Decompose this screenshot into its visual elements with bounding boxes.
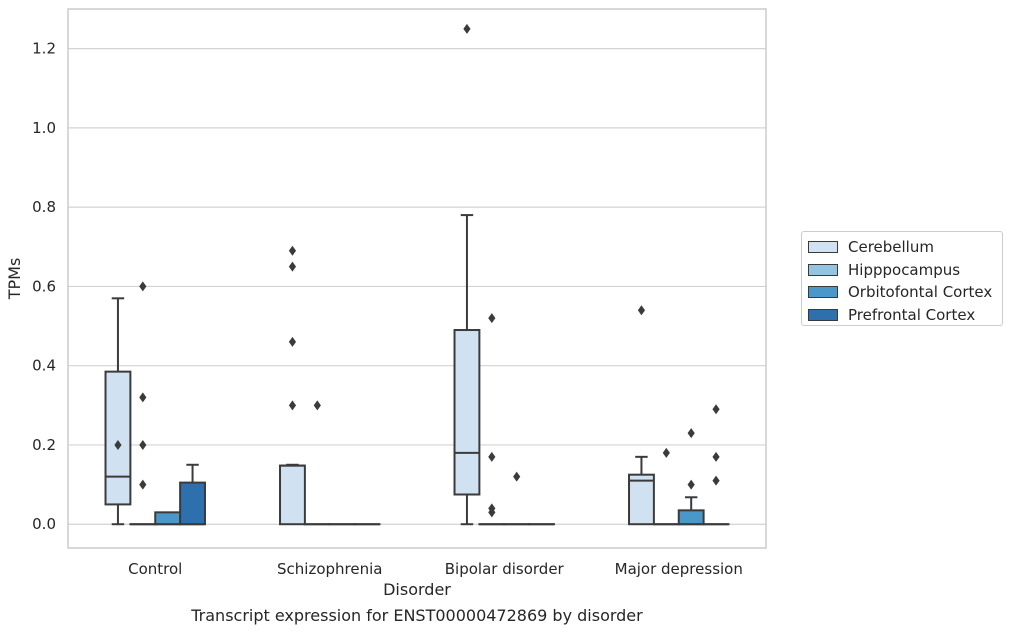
y-tick-label: 0.8 (32, 198, 56, 216)
legend-swatch (808, 286, 838, 299)
y-tick-label: 0.4 (32, 357, 56, 375)
y-tick-label: 1.2 (32, 40, 56, 58)
box-orbitofontal-cortex (677, 496, 705, 526)
legend-label: Prefrontal Cortex (848, 305, 976, 324)
outlier-point (712, 451, 720, 462)
legend-swatch (808, 263, 838, 276)
box-iqr (104, 370, 132, 506)
box-iqr (154, 511, 182, 526)
outlier-point (712, 404, 720, 415)
y-tick-label: 1.0 (32, 119, 56, 137)
box-iqr (279, 464, 306, 526)
box-iqr (677, 509, 705, 526)
box-cerebellum (104, 297, 132, 526)
box-prefrontal-cortex (179, 463, 206, 526)
x-tick-label: Bipolar disorder (445, 560, 565, 578)
outlier-point (139, 392, 147, 403)
outlier-point (488, 507, 496, 518)
legend-label: Cerebellum (848, 238, 934, 257)
legend: Cerebellum Hipppocampus Orbitofontal Corte… (801, 231, 1003, 326)
outlier-point (139, 281, 147, 292)
legend-label: Hipppocampus (848, 260, 961, 279)
legend-label: Orbitofontal Cortex (848, 283, 993, 302)
box-cerebellum (453, 214, 481, 526)
box-orbitofontal-cortex (154, 511, 182, 526)
outlier-point (288, 245, 297, 256)
outlier-point (513, 471, 521, 482)
legend-item: Cerebellum (808, 236, 1002, 259)
box-iqr (179, 481, 206, 526)
legend-swatch (808, 241, 838, 254)
outlier-point (288, 336, 297, 347)
y-tick-label: 0.2 (32, 436, 56, 454)
outlier-point (637, 305, 646, 316)
box-cerebellum (628, 455, 655, 526)
legend-item: Orbitofontal Cortex (808, 281, 1002, 304)
legend-swatch (808, 308, 838, 321)
outlier-point (313, 400, 321, 411)
box-plot-chart: 0.0 0.2 0.4 0.6 0.8 1.0 1.2 Control Schizophren… (5, 8, 767, 599)
y-tick-labels: 0.0 0.2 0.4 0.6 0.8 1.0 1.2 (32, 40, 56, 534)
outlier-point (712, 475, 720, 486)
boxes (104, 214, 730, 526)
outlier-point (288, 400, 297, 411)
outlier-point (463, 23, 471, 34)
chart-caption: Transcript expression for ENST0000047286… (191, 606, 643, 625)
x-tick-label: Schizophrenia (277, 560, 382, 578)
outlier-point (662, 447, 670, 458)
x-tick-label: Control (128, 560, 182, 578)
box-cerebellum (279, 463, 306, 526)
outlier-point (488, 451, 496, 462)
legend-item: Prefrontal Cortex (808, 304, 1002, 327)
box-iqr (628, 473, 655, 526)
outlier-points (114, 23, 720, 518)
x-tick-labels: Control Schizophrenia Bipolar disorder Majo… (128, 560, 743, 578)
outlier-point (288, 261, 297, 272)
box-iqr (453, 329, 481, 496)
outlier-point (687, 428, 695, 439)
outlier-point (139, 479, 147, 490)
outlier-point (114, 439, 122, 450)
grid-lines (68, 48, 766, 525)
x-tick-label: Major depression (615, 560, 743, 578)
y-axis-label: TPMs (5, 258, 24, 301)
x-axis-label: Disorder (383, 580, 451, 599)
plot-area-frame (67, 8, 767, 549)
legend-item: Hipppocampus (808, 259, 1002, 282)
y-tick-label: 0.0 (32, 515, 56, 533)
y-tick-label: 0.6 (32, 277, 56, 295)
outlier-point (488, 313, 496, 324)
outlier-point (139, 439, 147, 450)
outlier-point (687, 479, 695, 490)
